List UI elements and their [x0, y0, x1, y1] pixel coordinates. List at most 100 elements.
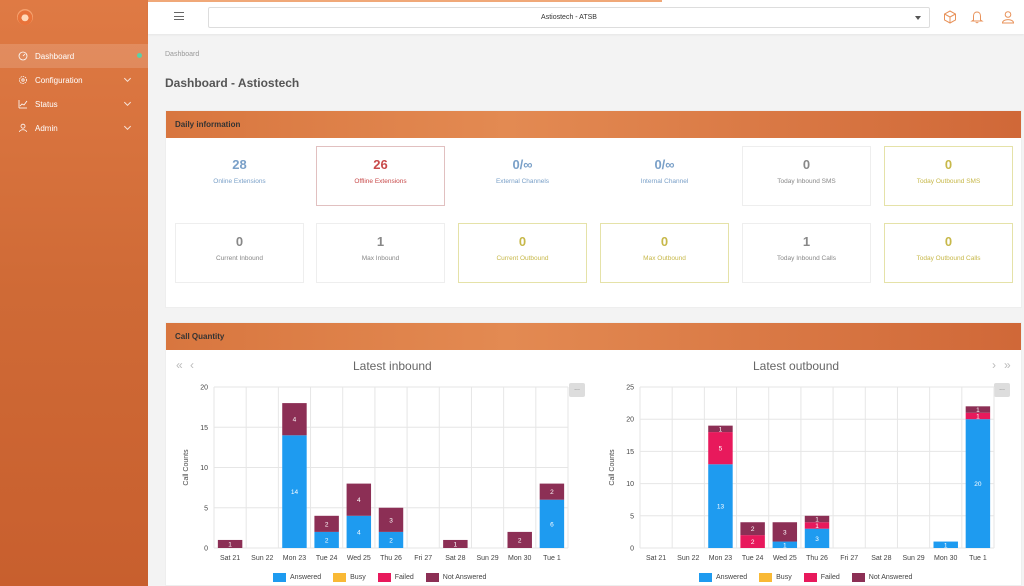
- stat-value: 1: [376, 234, 385, 249]
- bar-segment: [772, 522, 798, 542]
- bar-data-label: 6: [550, 521, 554, 528]
- inbound-chart-menu-button[interactable]: ...: [569, 383, 585, 397]
- chevron-left-icon[interactable]: ‹: [190, 358, 194, 372]
- sidebar-item-admin[interactable]: Admin: [0, 116, 148, 140]
- legend-busy[interactable]: Busy: [759, 573, 792, 582]
- stat-value: 0: [235, 234, 244, 249]
- legend-label: Not Answered: [868, 574, 913, 581]
- call-quantity-card: Call Quantity « ‹ › » Latest inbound Lat…: [165, 322, 1022, 586]
- stat-value: 0/∞: [512, 157, 533, 172]
- stat-label: Online Extensions: [213, 178, 266, 185]
- bar-data-label: 1: [976, 407, 980, 414]
- company-select-value: Astiostech - ATSB: [541, 14, 597, 21]
- stat-label: Today Outbound Calls: [916, 255, 981, 262]
- legend-not-answered[interactable]: Not Answered: [425, 573, 486, 582]
- loading-bar: [148, 0, 662, 2]
- stat-tile[interactable]: 26 Offline Extensions: [316, 146, 445, 206]
- company-select[interactable]: Astiostech - ATSB: [208, 7, 930, 28]
- legend-failed[interactable]: Failed: [377, 573, 414, 582]
- bar-data-label: 14: [291, 489, 299, 496]
- user-profile-icon[interactable]: [1001, 10, 1015, 24]
- gauge-icon: [18, 51, 28, 61]
- box-icon[interactable]: [943, 10, 957, 24]
- outbound-chart-menu-button[interactable]: ...: [994, 383, 1010, 397]
- stat-tile[interactable]: 0/∞ External Channels: [458, 146, 587, 206]
- bar-data-label: 3: [389, 517, 393, 524]
- sidebar-item-configuration[interactable]: Configuration: [0, 68, 148, 92]
- legend-answered[interactable]: Answered: [273, 573, 321, 582]
- legend-busy[interactable]: Busy: [333, 573, 366, 582]
- bar-data-label: 1: [976, 413, 980, 420]
- bar-data-label: 3: [815, 536, 819, 543]
- x-tick-label: Tue 24: [316, 555, 338, 562]
- y-tick-label: 15: [200, 425, 208, 432]
- bell-icon[interactable]: [970, 10, 984, 24]
- breadcrumb[interactable]: Dashboard: [165, 51, 200, 58]
- inbound-legend: Answered Busy Failed Not Answered: [273, 573, 498, 582]
- x-tick-label: Wed 25: [347, 555, 371, 562]
- bar-segment: [346, 483, 372, 516]
- stat-value: 0: [518, 234, 527, 249]
- legend-not-answered[interactable]: Not Answered: [851, 573, 913, 582]
- legend-label: Answered: [290, 574, 322, 581]
- stat-tile[interactable]: 28 Online Extensions: [175, 146, 304, 206]
- stat-tile[interactable]: 0 Max Outbound: [600, 223, 729, 283]
- legend-label: Failed: [820, 574, 840, 581]
- x-tick-label: Sat 28: [871, 555, 891, 562]
- bar-data-label: 2: [325, 537, 329, 544]
- bar-segment: [314, 515, 339, 532]
- stat-value: 0: [944, 234, 953, 249]
- bar-segment: [217, 539, 243, 548]
- bar-segment: [804, 515, 830, 523]
- logo-icon[interactable]: [17, 9, 33, 25]
- chevron-down-icon: [123, 74, 132, 83]
- stat-label: Internal Channel: [640, 178, 689, 185]
- y-tick-label: 15: [626, 449, 634, 456]
- bar-data-label: 1: [228, 541, 232, 548]
- y-tick-label: 0: [630, 546, 634, 553]
- sidebar-item-status[interactable]: Status: [0, 92, 148, 116]
- sidebar-item-dashboard[interactable]: Dashboard: [0, 44, 148, 68]
- hamburger-menu-icon[interactable]: [174, 12, 184, 20]
- inbound-chart-title: Latest inbound: [353, 359, 432, 373]
- legend-answered[interactable]: Answered: [699, 573, 747, 582]
- stat-label: Offline Extensions: [354, 178, 407, 185]
- bar-data-label: 2: [751, 539, 755, 546]
- x-tick-label: Tue 1: [969, 555, 987, 562]
- bar-data-label: 1: [783, 542, 787, 549]
- stat-tile[interactable]: 0/∞ Internal Channel: [600, 146, 729, 206]
- x-tick-label: Thu 26: [380, 555, 402, 562]
- bar-data-label: 1: [719, 426, 723, 433]
- stat-value: 0/∞: [654, 157, 675, 172]
- stat-tile[interactable]: 0 Current Outbound: [458, 223, 587, 283]
- y-tick-label: 20: [200, 385, 208, 392]
- stat-tile[interactable]: 0 Today Outbound SMS: [884, 146, 1013, 206]
- double-chevron-right-icon[interactable]: »: [1004, 358, 1011, 372]
- x-tick-label: Sat 21: [220, 555, 240, 562]
- bar-segment: [708, 425, 733, 433]
- bar-data-label: 2: [751, 526, 755, 533]
- chevron-right-icon[interactable]: ›: [992, 358, 996, 372]
- stat-tile[interactable]: 0 Today Inbound SMS: [742, 146, 871, 206]
- x-tick-label: Mon 23: [709, 555, 732, 562]
- stat-label: External Channels: [495, 178, 550, 185]
- chevron-down-icon: [123, 122, 132, 131]
- stat-tile[interactable]: 0 Current Inbound: [175, 223, 304, 283]
- stat-tile[interactable]: 1 Max Inbound: [316, 223, 445, 283]
- stat-tile[interactable]: 1 Today Inbound Calls: [742, 223, 871, 283]
- bar-segment: [378, 507, 404, 532]
- double-chevron-left-icon[interactable]: «: [176, 358, 183, 372]
- bar-segment: [314, 531, 339, 548]
- bar-segment: [708, 432, 733, 465]
- outbound-chart-title: Latest outbound: [753, 359, 840, 373]
- x-tick-label: Sat 21: [646, 555, 666, 562]
- bar-data-label: 4: [357, 529, 361, 536]
- bar-data-label: 3: [783, 529, 787, 536]
- card-title: Call Quantity: [166, 323, 1021, 350]
- chevron-down-icon: [123, 98, 132, 107]
- stat-label: Today Inbound SMS: [777, 178, 836, 185]
- stat-tile[interactable]: 0 Today Outbound Calls: [884, 223, 1013, 283]
- legend-failed[interactable]: Failed: [803, 573, 840, 582]
- failed-swatch: [377, 573, 391, 582]
